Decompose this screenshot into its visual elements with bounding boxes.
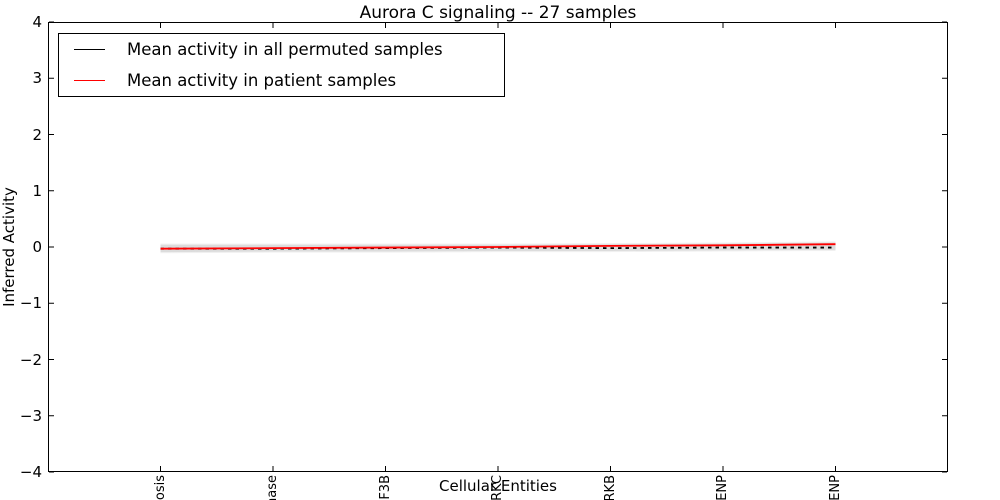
x-tick-label: AURKB xyxy=(602,475,618,500)
y-tick-label: 1 xyxy=(32,181,42,200)
x-tick-label: H3F3B xyxy=(377,475,393,500)
x-tick-label: metaphase xyxy=(265,475,281,500)
patient-line-sample-icon xyxy=(74,79,105,81)
y-tick-label: −2 xyxy=(19,350,42,369)
x-tick-label: Aurora C/Aurora B/INCENP xyxy=(828,475,844,500)
permuted-line-sample-icon xyxy=(74,49,105,51)
y-tick-label: 3 xyxy=(32,69,42,88)
y-tick-label: −3 xyxy=(19,406,42,425)
legend-label-patient: Mean activity in patient samples xyxy=(127,70,397,90)
legend-entry-permuted: Mean activity in all permuted samples xyxy=(59,35,504,65)
y-tick-label: 0 xyxy=(32,238,42,256)
y-tick-label: 2 xyxy=(32,125,42,144)
y-tick-label: −4 xyxy=(19,463,42,481)
x-tick-label: INCENP xyxy=(715,475,730,500)
y-tick-label: −1 xyxy=(19,294,42,313)
legend-entry-patient: Mean activity in patient samples xyxy=(59,65,504,95)
y-tick-label: 4 xyxy=(32,13,42,31)
chart-title: Aurora C signaling -- 27 samples xyxy=(359,3,637,23)
legend-label-permuted: Mean activity in all permuted samples xyxy=(127,40,443,60)
x-tick-label: AURKC xyxy=(490,475,505,500)
x-tick-label: mitosis xyxy=(152,475,168,500)
legend: Mean activity in all permuted samples Me… xyxy=(58,33,505,97)
x-axis-label: Cellular Entities xyxy=(439,477,557,495)
